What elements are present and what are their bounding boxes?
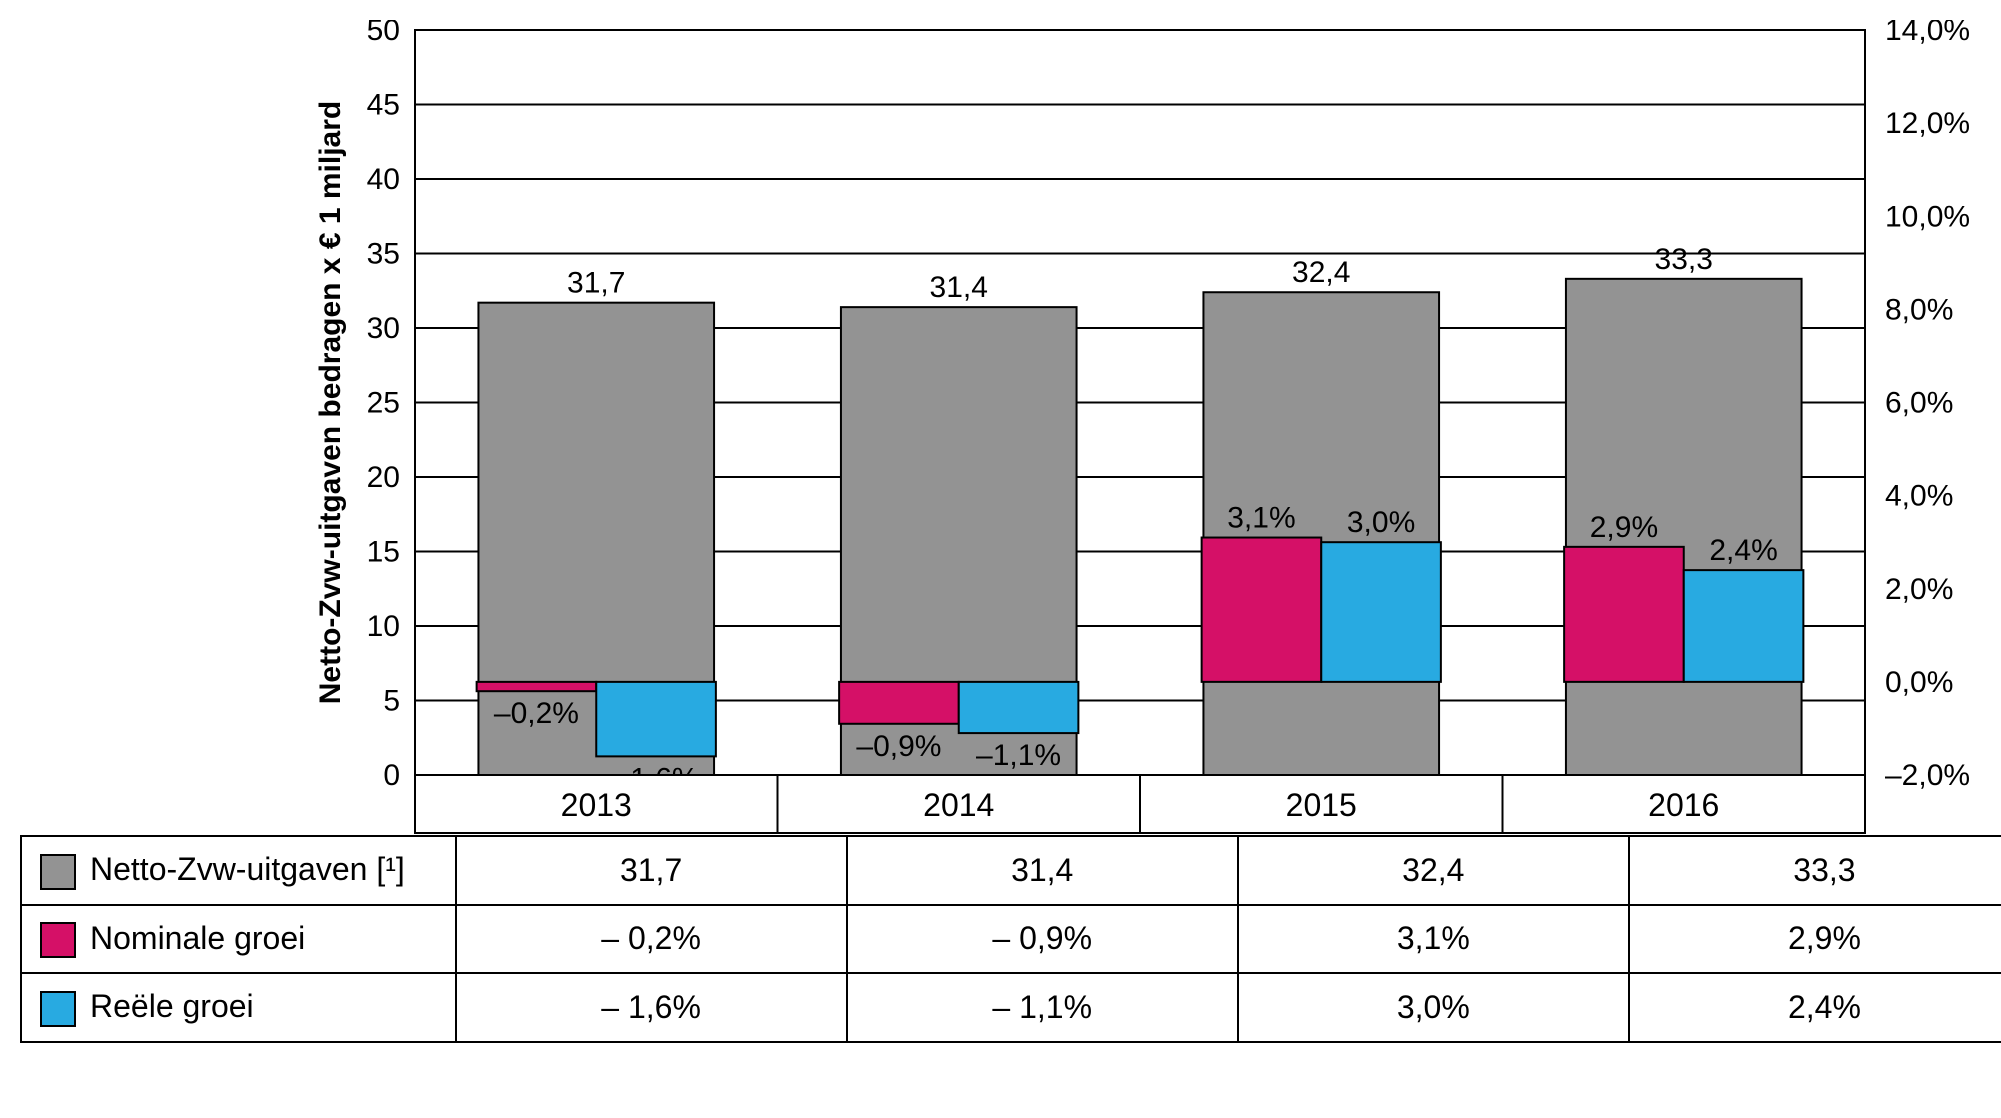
legend-label: Netto-Zvw-uitgaven [¹] [90, 851, 405, 887]
svg-text:–0,2%: –0,2% [494, 697, 579, 730]
table-row: Nominale groei – 0,2%– 0,9%3,1%2,9% [21, 905, 2001, 974]
table-cell: 2,9% [1629, 905, 2001, 974]
svg-text:32,4: 32,4 [1292, 256, 1350, 289]
bar-nominaal [477, 682, 597, 691]
svg-text:4,0%: 4,0% [1885, 480, 1953, 513]
bar-reeel [959, 682, 1079, 733]
svg-text:2,9%: 2,9% [1590, 511, 1658, 544]
table-cell: 32,4 [1238, 836, 1629, 905]
svg-text:50: 50 [367, 20, 400, 47]
legend-cell-reeel: Reële groei [21, 973, 456, 1042]
table-cell: 3,0% [1238, 973, 1629, 1042]
bar-reeel [596, 682, 716, 757]
table-cell: 33,3 [1629, 836, 2001, 905]
legend-swatch-reeel [40, 991, 76, 1027]
svg-text:45: 45 [367, 89, 400, 122]
svg-text:33,3: 33,3 [1655, 243, 1713, 276]
legend-swatch-netto [40, 854, 76, 890]
svg-text:20: 20 [367, 461, 400, 494]
year-label: 2013 [561, 787, 632, 823]
legend-swatch-nominaal [40, 922, 76, 958]
table-cell: – 0,2% [456, 905, 847, 974]
legend-cell-nominaal: Nominale groei [21, 905, 456, 974]
table-cell: – 1,6% [456, 973, 847, 1042]
svg-text:35: 35 [367, 238, 400, 271]
bar-nominaal [1202, 538, 1322, 682]
svg-text:–2,0%: –2,0% [1885, 759, 1970, 792]
table-cell: 3,1% [1238, 905, 1629, 974]
svg-text:30: 30 [367, 312, 400, 345]
bar-nominaal [839, 682, 959, 724]
svg-text:14,0%: 14,0% [1885, 20, 1970, 47]
table-row: Netto-Zvw-uitgaven [¹] 31,731,432,433,3 [21, 836, 2001, 905]
svg-text:40: 40 [367, 163, 400, 196]
table-cell: 31,7 [456, 836, 847, 905]
svg-text:0: 0 [383, 759, 400, 792]
bar-nominaal [1564, 547, 1684, 682]
svg-text:2,0%: 2,0% [1885, 573, 1953, 606]
year-label: 2016 [1648, 787, 1719, 823]
svg-text:–1,1%: –1,1% [976, 739, 1061, 772]
table-cell: 31,4 [847, 836, 1238, 905]
svg-text:8,0%: 8,0% [1885, 293, 1953, 326]
svg-text:0,0%: 0,0% [1885, 666, 1953, 699]
year-label: 2015 [1286, 787, 1357, 823]
legend-cell-netto: Netto-Zvw-uitgaven [¹] [21, 836, 456, 905]
svg-text:–0,9%: –0,9% [856, 730, 941, 763]
svg-text:5: 5 [383, 685, 400, 718]
svg-text:31,7: 31,7 [567, 267, 625, 300]
table-cell: 2,4% [1629, 973, 2001, 1042]
svg-text:15: 15 [367, 536, 400, 569]
bar-chart: 0 5 10 15 20 25 30 35 40 45 50 –2,0% 0,0% 2,0% 4,0% 6,0… [20, 20, 2001, 835]
chart-container: 0 5 10 15 20 25 30 35 40 45 50 –2,0% 0,0% 2,0% 4,0% 6,0… [20, 20, 2001, 1098]
svg-text:3,1%: 3,1% [1227, 502, 1295, 535]
svg-text:6,0%: 6,0% [1885, 387, 1953, 420]
bar-reeel [1684, 570, 1804, 682]
svg-text:10: 10 [367, 610, 400, 643]
svg-text:10,0%: 10,0% [1885, 200, 1970, 233]
svg-text:3,0%: 3,0% [1347, 506, 1415, 539]
bar-reeel [1321, 542, 1441, 682]
legend-label: Reële groei [90, 988, 254, 1024]
year-label: 2014 [923, 787, 994, 823]
svg-text:2,4%: 2,4% [1709, 534, 1777, 567]
table-cell: – 0,9% [847, 905, 1238, 974]
data-table: Netto-Zvw-uitgaven [¹]31,731,432,433,3No… [20, 835, 2001, 1043]
svg-text:12,0%: 12,0% [1885, 107, 1970, 140]
legend-label: Nominale groei [90, 920, 305, 956]
svg-text:25: 25 [367, 387, 400, 420]
svg-text:Netto-Zvw-uitgaven bedragen x: Netto-Zvw-uitgaven bedragen x € 1 miljar… [314, 101, 347, 704]
table-row: Reële groei – 1,6%– 1,1%3,0%2,4% [21, 973, 2001, 1042]
table-cell: – 1,1% [847, 973, 1238, 1042]
svg-text:31,4: 31,4 [930, 271, 988, 304]
